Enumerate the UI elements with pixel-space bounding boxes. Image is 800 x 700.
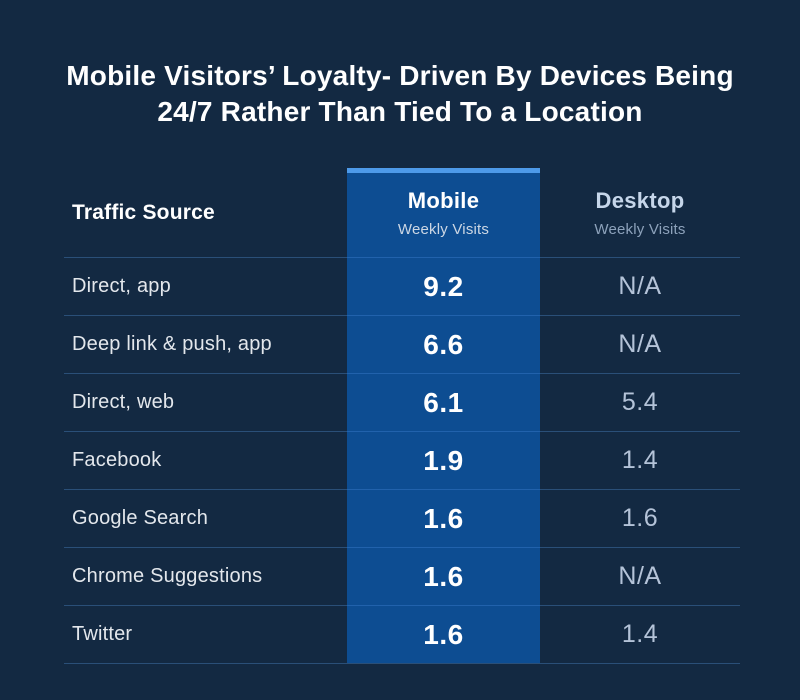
table-header-row: Traffic Source Mobile Weekly Visits Desk… — [64, 168, 740, 258]
desktop-value-cell: N/A — [540, 316, 740, 374]
table-row-direct-app: Direct, app 9.2 N/A — [64, 258, 740, 316]
desktop-value-cell: 1.4 — [540, 432, 740, 490]
mobile-value-cell: 6.6 — [347, 316, 540, 374]
traffic-source-cell: Deep link & push, app — [64, 316, 347, 374]
desktop-column-label: Desktop — [595, 187, 685, 213]
desktop-value-cell: N/A — [540, 548, 740, 606]
mobile-column-accent-bar — [347, 168, 540, 173]
mobile-value-cell: 1.6 — [347, 548, 540, 606]
chart-title-line-1: Mobile Visitors’ Loyalty- Driven By Devi… — [66, 60, 734, 91]
desktop-value-cell: 1.4 — [540, 606, 740, 664]
chart-title: Mobile Visitors’ Loyalty- Driven By Devi… — [0, 58, 800, 130]
mobile-column-sublabel: Weekly Visits — [397, 220, 490, 238]
table-row-deep-link-push-app: Deep link & push, app 6.6 N/A — [64, 316, 740, 374]
traffic-source-cell: Direct, web — [64, 374, 347, 432]
traffic-source-cell: Facebook — [64, 432, 347, 490]
table-row-twitter: Twitter 1.6 1.4 — [64, 606, 740, 664]
table-row-facebook: Facebook 1.9 1.4 — [64, 432, 740, 490]
traffic-source-cell: Chrome Suggestions — [64, 548, 347, 606]
comparison-table: Traffic Source Mobile Weekly Visits Desk… — [64, 168, 740, 664]
mobile-column-label: Mobile — [407, 187, 480, 213]
traffic-source-cell: Twitter — [64, 606, 347, 664]
column-header-mobile: Mobile Weekly Visits — [347, 168, 540, 258]
mobile-value-cell: 1.9 — [347, 432, 540, 490]
mobile-value-cell: 1.6 — [347, 606, 540, 664]
desktop-value-cell: 5.4 — [540, 374, 740, 432]
mobile-value-cell: 9.2 — [347, 258, 540, 316]
desktop-value-cell: 1.6 — [540, 490, 740, 548]
chart-title-line-2: 24/7 Rather Than Tied To a Location — [157, 96, 643, 127]
table-row-direct-web: Direct, web 6.1 5.4 — [64, 374, 740, 432]
table-row-chrome-suggestions: Chrome Suggestions 1.6 N/A — [64, 548, 740, 606]
column-header-traffic-source: Traffic Source — [64, 168, 347, 258]
mobile-value-cell: 1.6 — [347, 490, 540, 548]
traffic-source-cell: Direct, app — [64, 258, 347, 316]
mobile-value-cell: 6.1 — [347, 374, 540, 432]
table-row-google-search: Google Search 1.6 1.6 — [64, 490, 740, 548]
desktop-column-sublabel: Weekly Visits — [594, 220, 686, 238]
traffic-source-cell: Google Search — [64, 490, 347, 548]
column-header-desktop: Desktop Weekly Visits — [540, 168, 740, 258]
desktop-value-cell: N/A — [540, 258, 740, 316]
